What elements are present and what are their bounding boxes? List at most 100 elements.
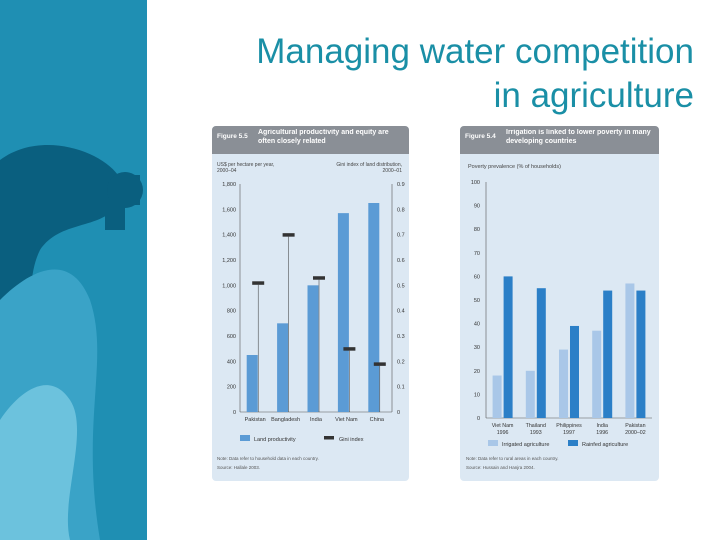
right-tick-label: 0.5 [397, 283, 405, 289]
y-tick-label: 50 [474, 298, 480, 304]
right-tick-label: 0.7 [397, 233, 405, 239]
productivity-bar [277, 323, 289, 412]
gini-marker [343, 347, 356, 351]
figure-label: Figure 5.4 [465, 133, 496, 140]
y-tick-label: 100 [471, 180, 480, 186]
irrigated-bar [559, 349, 568, 418]
gini-marker [252, 281, 265, 285]
category-year-label: 1996 [497, 430, 509, 436]
category-label: Pakistan [245, 417, 266, 423]
y-tick-label: 20 [474, 369, 480, 375]
left-tick-label: 800 [227, 309, 236, 315]
left-axis-label-wrapper: US$ per hectare per year, 2000–04 [217, 162, 275, 174]
legend-swatch-gini [324, 436, 334, 440]
legend-swatch-rainfed [568, 440, 578, 446]
slide-title: Managing water competition in agricultur… [174, 30, 694, 118]
left-tick-label: 400 [227, 359, 236, 365]
y-tick-label: 40 [474, 322, 480, 328]
y-tick-label: 30 [474, 345, 480, 351]
irrigated-bar [492, 375, 502, 418]
gini-marker [313, 276, 325, 280]
left-axis-label: US$ per hectare per year, 2000–04 [217, 162, 275, 174]
right-tick-label: 0.1 [397, 385, 405, 391]
legend-swatch-productivity [240, 435, 250, 441]
tap-knob [107, 172, 143, 208]
y-tick-label: 90 [474, 204, 480, 210]
category-label: Viet Nam [492, 423, 514, 429]
category-year-label: 1997 [563, 430, 575, 436]
left-tick-label: 1,200 [222, 258, 236, 264]
gini-marker [373, 362, 386, 366]
rainfed-bar [536, 288, 546, 418]
slide-title-line-2: in agriculture [493, 76, 694, 115]
irrigated-bar [525, 370, 535, 418]
category-label: Philippines [556, 423, 582, 429]
legend-label-rainfed: Rainfed agriculture [582, 442, 628, 448]
chart-panel-poverty: Figure 5.4 Irrigation is linked to lower… [460, 126, 659, 481]
left-tick-label: 0 [233, 410, 236, 416]
chart-source: Source: Hussain and Hanjra 2004. [466, 465, 535, 470]
legend-label-irrigated: Irrigated agriculture [502, 442, 549, 448]
rainfed-bar [636, 290, 646, 418]
plot-area: 0 200 400 600 800 1,000 1,200 1,400 1,600 1,800 0 0… [222, 182, 404, 443]
category-year-label: 2000–02 [625, 430, 646, 436]
left-tick-label: 1,800 [222, 182, 236, 188]
slide-title-line-1: Managing water competition [256, 32, 694, 71]
left-tick-label: 1,600 [222, 207, 236, 213]
productivity-gini-chart: Figure 5.5 Agricultural productivity and… [212, 126, 409, 481]
chart-panel-productivity: Figure 5.5 Agricultural productivity and… [212, 126, 409, 481]
panel-header [212, 126, 409, 154]
chart-title-wrapper: Irrigation is linked to lower poverty in… [506, 129, 651, 145]
chart-note: Note: Data refer to rural areas in each … [466, 456, 558, 461]
category-label: Bangladesh [271, 417, 300, 423]
gini-marker [282, 233, 295, 237]
left-tick-label: 200 [227, 385, 236, 391]
y-axis-label: Poverty prevalence (% of households) [468, 164, 561, 170]
category-label: Viet Nam [335, 417, 358, 423]
left-tick-label: 1,400 [222, 233, 236, 239]
right-tick-label: 0.8 [397, 207, 405, 213]
category-year-label: 1993 [530, 430, 542, 436]
left-tick-label: 600 [227, 334, 236, 340]
category-label: India [596, 423, 608, 429]
chart-title-wrapper: Agricultural productivity and equity are… [258, 129, 389, 145]
productivity-bar [368, 203, 380, 412]
irrigation-poverty-chart: Figure 5.4 Irrigation is linked to lower… [460, 126, 659, 481]
pipe-shape-light [0, 385, 78, 540]
y-tick-label: 60 [474, 274, 480, 280]
right-tick-label: 0.9 [397, 182, 405, 188]
rainfed-bar [503, 276, 513, 418]
y-tick-label: 70 [474, 251, 480, 257]
y-tick-label: 80 [474, 227, 480, 233]
tap-spout [105, 200, 125, 230]
right-tick-label: 0.2 [397, 359, 405, 365]
legend-label-productivity: Land productivity [254, 437, 296, 443]
productivity-bar [246, 355, 258, 412]
right-tick-label: 0.6 [397, 258, 405, 264]
category-label: Thailand [526, 423, 546, 429]
y-tick-label: 10 [474, 392, 480, 398]
right-tick-label: 0 [397, 410, 400, 416]
category-label: China [370, 417, 385, 423]
irrigated-bar [592, 330, 602, 418]
rainfed-bar [570, 325, 579, 418]
right-axis-label: Gini index of land distribution, 2000–01 [336, 162, 402, 174]
category-year-label: 1996 [596, 430, 608, 436]
chart-note: Note: Data refer to household data in ea… [217, 456, 319, 461]
irrigated-bar [625, 283, 635, 418]
chart-source: Source: Hallale 2003. [217, 465, 260, 470]
category-label: India [310, 417, 323, 423]
decorative-side-band [0, 0, 147, 540]
productivity-bar [307, 285, 319, 412]
category-label: Pakistan [625, 423, 645, 429]
chart-title: Irrigation is linked to lower poverty in… [506, 129, 651, 145]
right-tick-label: 0.3 [397, 334, 405, 340]
left-tick-label: 1,000 [222, 283, 236, 289]
chart-title: Agricultural productivity and equity are… [258, 129, 389, 145]
rainfed-bar [603, 290, 613, 418]
legend-label-gini: Gini index [339, 437, 364, 443]
legend-swatch-irrigated [488, 440, 498, 446]
panel-header [460, 126, 659, 154]
right-tick-label: 0.4 [397, 309, 405, 315]
